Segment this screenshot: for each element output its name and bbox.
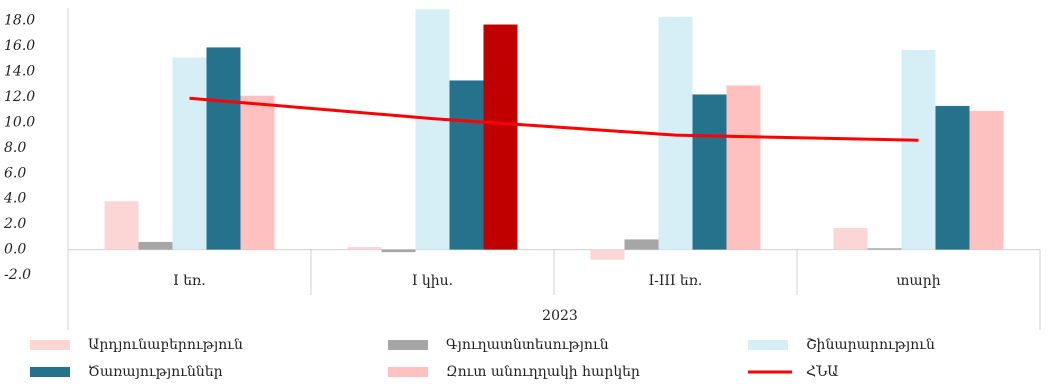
legend-swatch (30, 367, 70, 377)
legend-label: Շինարարություն (806, 337, 935, 353)
bar (590, 249, 625, 260)
y-tick-label: 2.0 (3, 216, 26, 232)
y-tick-label: 4.0 (3, 191, 26, 207)
y-tick-label: 14.0 (4, 64, 35, 80)
bar (969, 110, 1004, 250)
y-tick-label: 8.0 (4, 140, 26, 156)
x-tick-label: I եռ. (173, 273, 205, 289)
bar (104, 201, 139, 250)
bar (347, 247, 382, 250)
bar (449, 80, 484, 250)
legend-label: Զուտ անուղղակի հարկեր (446, 364, 640, 380)
bar (172, 57, 207, 250)
legend-label: Ծառայություններ (88, 364, 223, 380)
y-tick-label: 10.0 (4, 114, 35, 130)
bar (726, 85, 761, 250)
bar (833, 227, 868, 250)
y-tick-label: -2.0 (4, 267, 31, 283)
bar (867, 248, 902, 250)
bar (240, 95, 275, 250)
legend-swatch (388, 340, 428, 350)
legend-swatch (30, 340, 70, 350)
bar (138, 241, 173, 250)
bar (901, 49, 936, 250)
y-tick-label: 18.0 (4, 13, 35, 29)
legend-label: Գյուղատնտեսություն (446, 337, 609, 353)
y-tick-label: 0.0 (4, 242, 26, 258)
bar (692, 94, 727, 250)
bar (381, 249, 416, 253)
legend-label: ՀՆԱ (806, 364, 839, 380)
line (189, 96, 919, 142)
legend-swatch (748, 340, 788, 350)
bar (206, 47, 241, 250)
x-axis-label: 2023 (542, 308, 578, 324)
x-tick-label: I-III եռ. (649, 273, 703, 289)
x-tick-label: I կիս. (412, 273, 453, 289)
legend-swatch (388, 367, 428, 377)
bar (624, 239, 659, 250)
y-tick-label: 12.0 (4, 89, 35, 105)
bar (415, 9, 450, 250)
y-tick-label: 6.0 (4, 165, 26, 181)
y-tick-label: 16.0 (4, 38, 35, 54)
legend-label: Արդյունաբերություն (88, 337, 243, 353)
x-tick-label: տարի (896, 273, 940, 289)
bar (935, 105, 970, 250)
bar (483, 24, 518, 250)
